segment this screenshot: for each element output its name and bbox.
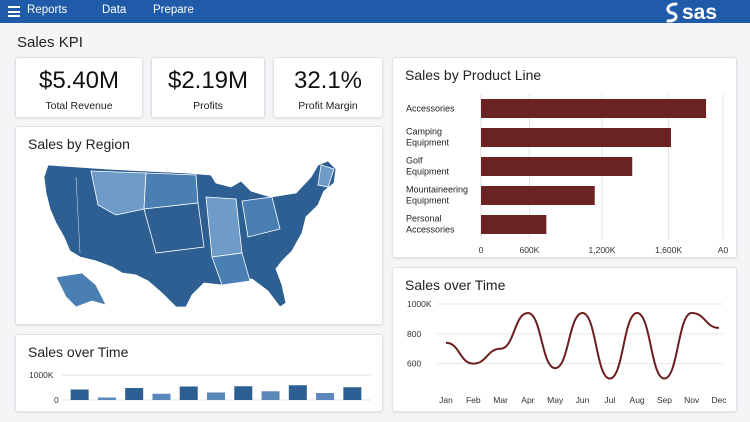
bar — [125, 388, 144, 400]
y-tick-label: 0 — [54, 395, 59, 405]
x-tick-label: Jan — [439, 395, 453, 405]
nav-data[interactable]: Data — [102, 4, 127, 16]
product-line-bar-chart: 0 600K 1,200K 1,600K A0 Accessories Camping Equ… — [406, 94, 729, 255]
nav-reports[interactable]: Reports — [27, 4, 68, 16]
kpi-value: $2.19M — [167, 67, 249, 94]
top-navigation-bar: Reports Data Prepare sas — [0, 0, 750, 24]
sales-over-time-line-chart: 1000K 800 600 Jan Feb Mar Apr May Jun Jul Aug Sep No… — [407, 299, 727, 405]
x-tick-label: 600K — [519, 245, 539, 255]
category-label: Personal Accessories — [406, 214, 455, 235]
kpi-card-total-revenue: $5.40M Total Revenue — [15, 57, 143, 118]
kpi-label: Profit Margin — [298, 100, 358, 112]
bar — [179, 386, 198, 400]
card-title: Sales by Product Line — [405, 67, 542, 83]
kpi-label: Profits — [193, 100, 223, 112]
bar — [261, 391, 280, 400]
x-tick-label: 1,200K — [589, 245, 616, 255]
bar — [481, 215, 547, 234]
category-label: Accessories — [406, 104, 455, 114]
y-tick-label: 1000K — [407, 299, 432, 309]
page-title: Sales KPI — [17, 34, 83, 51]
nav-prepare[interactable]: Prepare — [153, 4, 194, 16]
bar — [207, 392, 225, 400]
sales-by-product-line-card: Sales by Product Line 0 600K 1,200K 1,600K A… — [392, 57, 737, 258]
x-tick-label: Nov — [684, 395, 700, 405]
hamburger-menu-icon[interactable] — [8, 6, 20, 17]
bar — [70, 389, 89, 400]
bar — [234, 386, 253, 400]
y-tick-label: 1000K — [29, 370, 54, 380]
x-tick-label: May — [547, 395, 564, 405]
bar — [481, 99, 707, 118]
series-line — [445, 311, 720, 380]
category-label: Camping Equipment — [406, 127, 450, 148]
x-tick-label: 1,600K — [655, 245, 682, 255]
x-tick-label: Dec — [711, 395, 727, 405]
x-tick-label: Jun — [576, 395, 590, 405]
bar — [316, 393, 335, 400]
y-tick-label: 600 — [407, 359, 421, 369]
category-label: Mountaineering Equipment — [406, 185, 468, 206]
kpi-value: 32.1% — [293, 67, 363, 94]
sales-over-time-line-card: Sales over Time 1000K 800 600 Jan Feb Mar Apr M… — [392, 267, 737, 412]
kpi-value: $5.40M — [38, 67, 120, 94]
alaska-shape — [55, 272, 107, 308]
x-tick-label: 0 — [479, 245, 484, 255]
bar — [288, 385, 307, 400]
bar — [152, 393, 171, 400]
bar — [481, 157, 633, 176]
sas-logo: sas — [666, 1, 717, 24]
bar — [343, 387, 362, 400]
bar — [97, 397, 116, 400]
us-map[interactable] — [36, 157, 366, 317]
logo-text: sas — [682, 1, 717, 24]
x-tick-label: Mar — [493, 395, 508, 405]
kpi-card-profits: $2.19M Profits — [151, 57, 265, 118]
sales-over-time-bar-card: Sales over Time 1000K 0 — [15, 334, 383, 412]
region-central — [143, 202, 205, 254]
region-midwest-light — [205, 196, 243, 258]
kpi-card-profit-margin: 32.1% Profit Margin — [273, 57, 383, 118]
bar — [481, 186, 595, 205]
region-northeast-light — [317, 164, 335, 188]
card-title: Sales over Time — [405, 277, 506, 293]
state-borders — [75, 176, 81, 254]
x-tick-label: Aug — [630, 395, 645, 405]
y-tick-label: 800 — [407, 329, 421, 339]
x-tick-label: Jul — [604, 395, 615, 405]
x-tick-label: A0 — [718, 245, 729, 255]
category-label: Golf Equipment — [406, 156, 450, 177]
region-northwest-light — [90, 170, 147, 216]
kpi-label: Total Revenue — [45, 100, 113, 112]
region-south-light — [211, 252, 251, 286]
x-tick-label: Sep — [657, 395, 672, 405]
sales-over-time-bar-chart: 1000K 0 — [29, 370, 371, 405]
x-tick-label: Feb — [466, 395, 481, 405]
sales-by-region-card: Sales by Region — [15, 126, 383, 325]
card-title: Sales over Time — [28, 344, 129, 360]
bar — [481, 128, 671, 147]
x-tick-label: Apr — [521, 395, 534, 405]
card-title: Sales by Region — [28, 136, 130, 152]
region-great-lakes — [241, 196, 281, 238]
